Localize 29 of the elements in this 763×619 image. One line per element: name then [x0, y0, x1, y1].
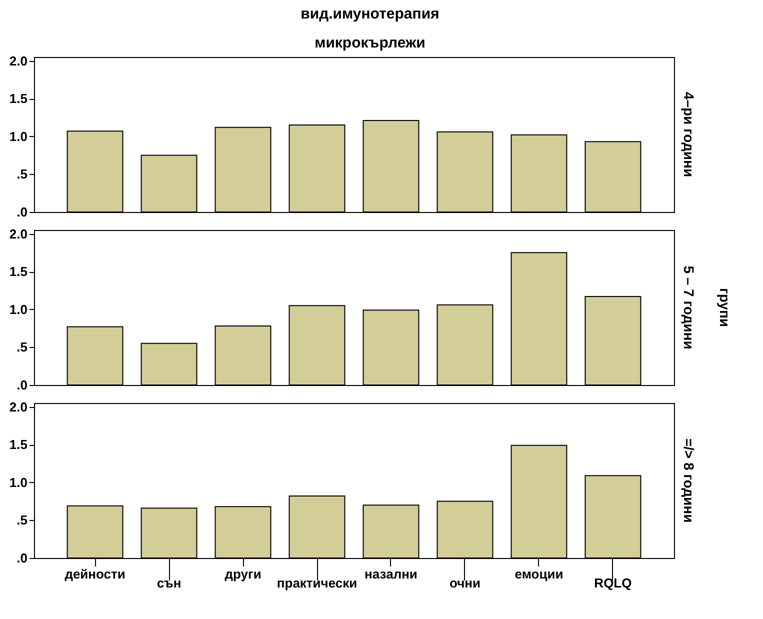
- x-tick-label: сън: [156, 576, 182, 590]
- chart-subtitle: микрокърлежи: [314, 34, 426, 52]
- y-tick-label: .5: [16, 512, 28, 528]
- x-tick-label: очни: [449, 576, 480, 590]
- text: 5 – 7 години: [681, 266, 697, 350]
- y-tick-label: 2.0: [9, 226, 28, 242]
- x-tick-label: RQLQ: [594, 576, 632, 590]
- y-tick-label: 1.0: [9, 302, 28, 317]
- text: групи: [717, 288, 733, 328]
- y-tick-label: .0: [16, 204, 28, 220]
- y-tick-label: 1.5: [9, 264, 28, 280]
- x-tick-label: други: [224, 566, 262, 582]
- y-tick-label: .0: [16, 550, 28, 566]
- y-tick-label: 2.0: [9, 399, 28, 414]
- y-tick-label: 1.5: [9, 437, 28, 452]
- y-tick-label: 1.0: [9, 128, 28, 144]
- x-tick-label: назални: [364, 566, 418, 582]
- y-tick-label: .5: [16, 166, 28, 182]
- x-tick-label: емоции: [514, 566, 564, 582]
- text: =/> 8 години: [681, 438, 697, 523]
- y-tick-label: 1.0: [9, 474, 28, 490]
- x-tick-label: практически: [276, 576, 358, 590]
- chart-title: вид.имунотерапия: [300, 5, 440, 22]
- y-tick-label: .5: [16, 340, 28, 355]
- y-tick-label: 2.0: [9, 53, 28, 68]
- text: 4–ри години: [681, 92, 697, 178]
- y-tick-label: 1.5: [9, 91, 28, 106]
- x-tick-label: дейности: [64, 566, 126, 582]
- y-tick-label: .0: [16, 378, 28, 392]
